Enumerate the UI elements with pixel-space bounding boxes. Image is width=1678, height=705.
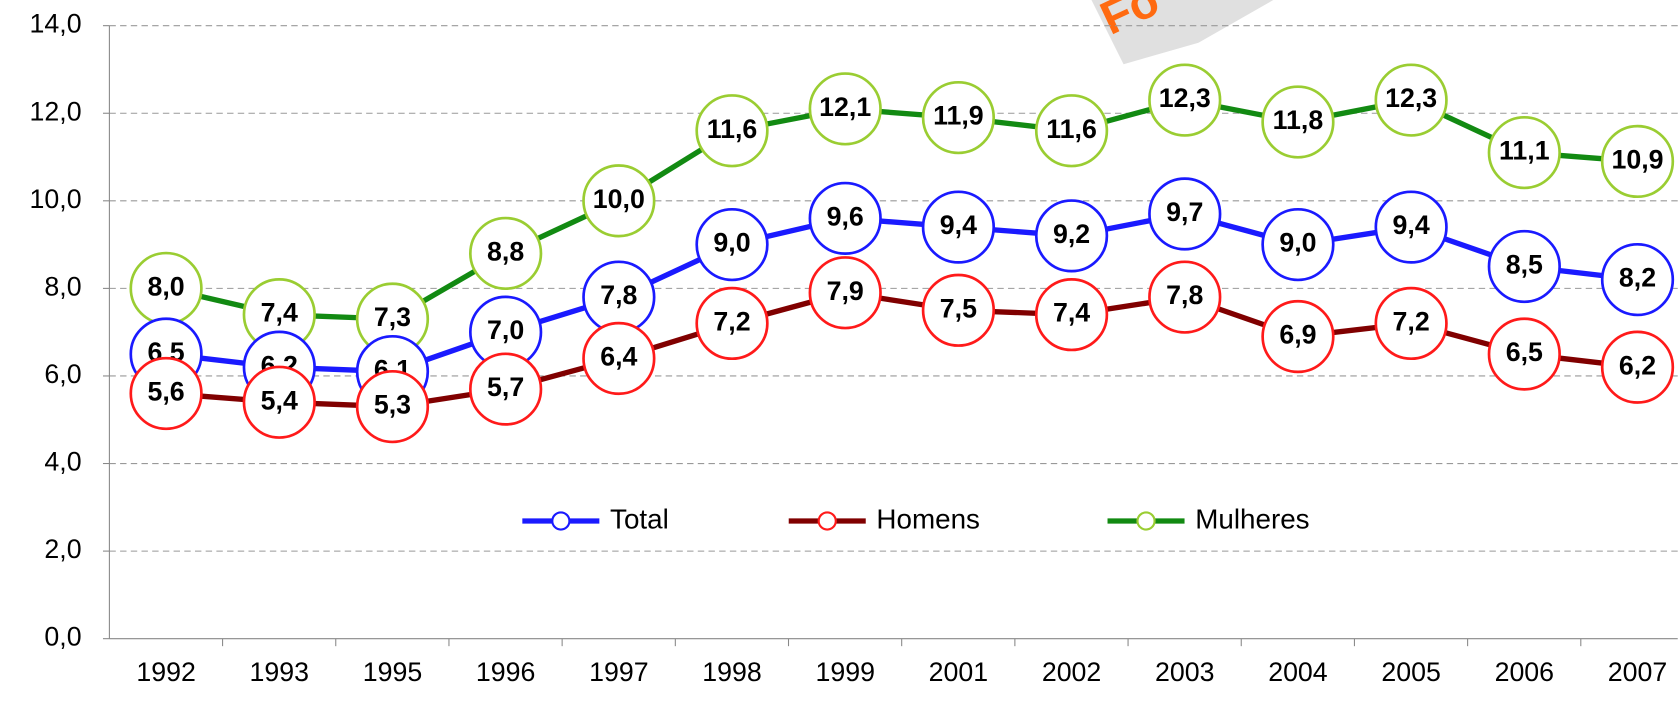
legend-marker [819,512,836,529]
y-tick-label: 10,0 [30,184,82,214]
data-label: 9,4 [1393,210,1430,240]
x-tick-label: 1997 [589,657,648,687]
x-tick-label: 1995 [363,657,422,687]
y-tick-label: 6,0 [44,359,81,389]
data-label: 5,7 [487,372,524,402]
data-label: 10,0 [593,184,645,214]
data-label: 10,9 [1611,144,1663,174]
legend-marker [552,512,569,529]
data-label: 7,5 [940,293,977,323]
x-tick-label: 1992 [136,657,195,687]
data-label: 7,3 [374,302,411,332]
data-label: 9,7 [1166,197,1203,227]
data-label: 6,2 [1619,350,1656,380]
x-tick-label: 2002 [1042,657,1101,687]
legend-label: Total [610,503,669,534]
x-tick-label: 2007 [1608,657,1667,687]
data-label: 7,0 [487,315,524,345]
data-label: 8,0 [148,271,185,301]
x-tick-label: 2004 [1268,657,1328,687]
data-label: 7,8 [1166,280,1203,310]
data-label: 8,8 [487,236,524,266]
chart: Fo 0,0 2,0 4,0 6,0 8,0 10,0 12,0 14,0 1992 1993 19… [0,0,1678,705]
data-label: 7,9 [827,276,864,306]
legend-marker [1137,512,1154,529]
data-label: 11,9 [933,101,984,131]
watermark: Fo [1091,0,1273,64]
x-tick-label: 1998 [702,657,761,687]
data-label: 7,4 [1053,298,1090,328]
data-label: 12,1 [819,92,871,122]
x-tick-label: 2003 [1155,657,1214,687]
data-label: 9,2 [1053,219,1090,249]
data-label: 12,3 [1385,83,1437,113]
legend-label: Homens [876,503,980,534]
data-label: 7,2 [713,306,750,336]
x-tick-label: 1996 [476,657,535,687]
data-label: 9,6 [827,201,864,231]
data-label: 11,1 [1499,136,1550,166]
data-label: 5,6 [148,377,185,407]
y-tick-label: 4,0 [44,447,81,477]
data-label: 9,0 [713,228,750,258]
data-label: 9,0 [1279,228,1316,258]
x-tick-label: 2005 [1381,657,1440,687]
x-tick-label: 2001 [929,657,988,687]
legend-label: Mulheres [1195,503,1309,534]
data-label: 6,9 [1279,320,1316,350]
data-label: 11,6 [707,114,758,144]
y-tick-label: 12,0 [30,96,82,126]
data-label: 7,8 [600,280,637,310]
x-tick-label: 2006 [1495,657,1554,687]
data-label: 11,8 [1273,105,1324,135]
data-label: 8,5 [1506,250,1543,280]
data-label: 5,4 [261,385,298,415]
data-label: 6,5 [1506,337,1543,367]
y-tick-label: 8,0 [44,271,81,301]
data-label: 8,2 [1619,263,1656,293]
y-tick-label: 2,0 [44,534,81,564]
data-label: 6,4 [600,342,637,372]
data-label: 7,4 [261,298,298,328]
data-label: 5,3 [374,390,411,420]
data-label: 12,3 [1159,83,1211,113]
x-tick-label: 1993 [250,657,309,687]
y-tick-label: 0,0 [44,622,81,652]
x-tick-label: 1999 [815,657,874,687]
data-label: 11,6 [1046,114,1097,144]
y-tick-label: 14,0 [30,9,82,39]
data-label: 7,2 [1393,306,1430,336]
data-label: 9,4 [940,210,977,240]
